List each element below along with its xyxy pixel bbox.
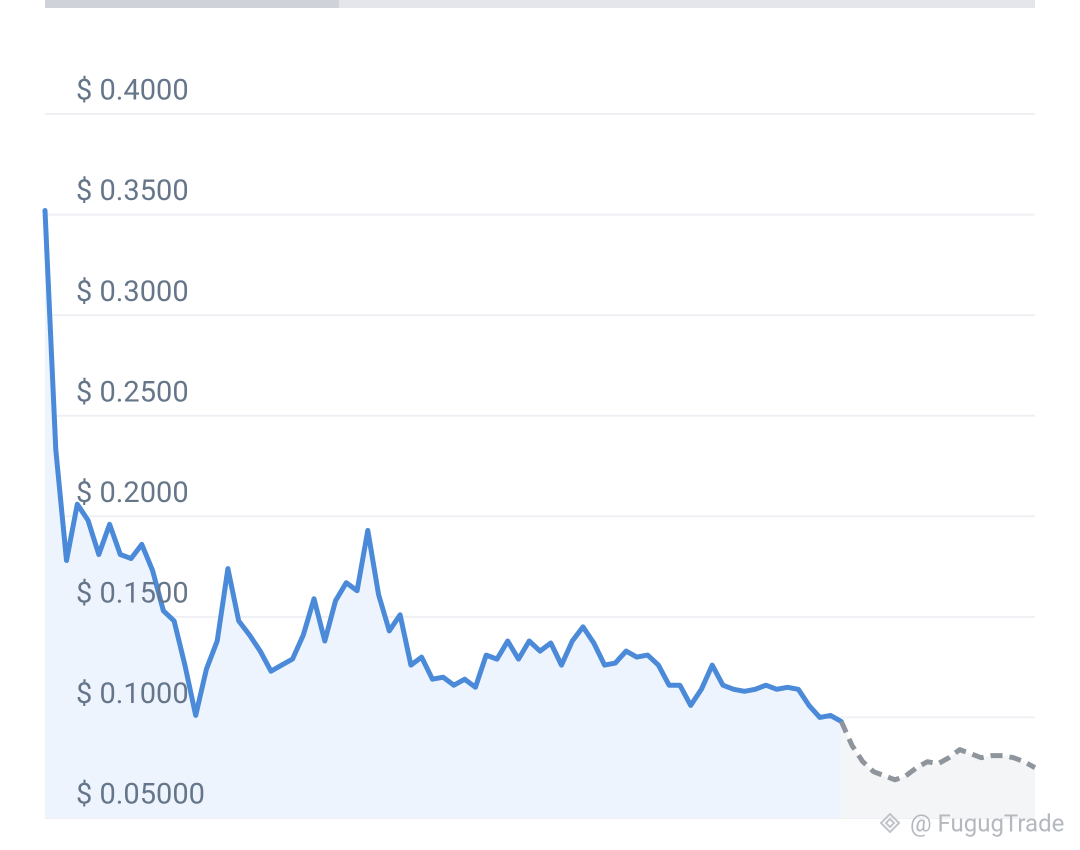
tab-track: [45, 0, 1035, 8]
series-line: [839, 720, 1037, 783]
tick-labels: $ 0.4000 $ 0.3500 $ 0.3000 $ 0.2500 $ 0.2000…: [76, 74, 205, 812]
y-tick-label: $ 0.3000: [76, 275, 189, 309]
watermark-icon: [879, 812, 901, 834]
areas: [45, 210, 1035, 818]
lines: [42, 208, 1037, 783]
y-tick-label: $ 0.4000: [76, 74, 189, 108]
tab-active[interactable]: [45, 0, 339, 8]
series-line: [42, 208, 844, 724]
y-tick-label: $ 0.3500: [76, 174, 189, 208]
y-tick-label: $ 0.05000: [76, 778, 205, 812]
grid: [45, 113, 1035, 819]
area: [45, 210, 842, 818]
watermark: @ FugugTrade: [879, 809, 1064, 837]
y-tick-label: $ 0.2500: [76, 375, 189, 409]
y-tick-label: $ 0.2000: [76, 476, 189, 510]
watermark-text: @ FugugTrade: [910, 809, 1064, 837]
y-tick-label: $ 0.1000: [76, 677, 189, 711]
y-tick-label: $ 0.1500: [76, 577, 189, 611]
area: [841, 721, 1035, 818]
